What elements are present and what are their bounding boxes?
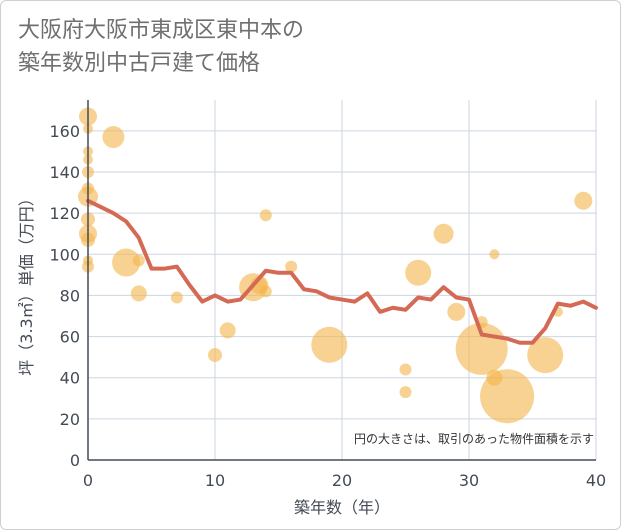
data-bubble: [399, 386, 412, 399]
x-tick-label: 0: [83, 471, 93, 490]
data-bubble: [447, 302, 466, 321]
y-tick-label: 20: [60, 410, 80, 429]
data-bubble: [132, 254, 145, 267]
chart-title-line-2: 築年数別中古戸建て価格: [18, 51, 261, 76]
y-tick-label: 80: [60, 286, 80, 305]
bubble-series: [78, 107, 593, 424]
x-axis-label: 築年数（年）: [294, 498, 390, 517]
y-tick-label: 120: [49, 204, 80, 223]
data-bubble: [480, 369, 535, 424]
data-bubble: [311, 326, 348, 363]
data-bubble: [259, 209, 272, 222]
data-bubble: [102, 126, 125, 149]
y-tick-label: 0: [70, 451, 80, 470]
x-tick-label: 40: [586, 471, 606, 490]
data-bubble: [489, 249, 500, 260]
tick-labels: 0 10 20 30 40 0 20 40 60 80 100 120 140 160: [49, 122, 606, 490]
y-tick-label: 100: [49, 245, 80, 264]
bubble-size-note: 円の大きさは、取引のあった物件面積を示す: [354, 431, 594, 446]
y-tick-label: 40: [60, 369, 80, 388]
x-tick-label: 10: [205, 471, 225, 490]
data-bubble: [170, 291, 183, 304]
x-tick-label: 30: [459, 471, 479, 490]
data-bubble: [405, 259, 432, 286]
average-price-line: [86, 198, 598, 345]
axes: [87, 100, 596, 461]
data-bubble: [285, 260, 298, 273]
y-axis-label: 坪（3.3㎡）単価（万円）: [17, 190, 36, 375]
data-bubble: [130, 285, 147, 302]
chart-title: 大阪府大阪市東成区東中本の 築年数別中古戸建て価格: [18, 14, 304, 80]
y-tick-label: 160: [49, 122, 80, 141]
data-bubble: [527, 337, 564, 374]
y-tick-label: 60: [60, 328, 80, 347]
data-bubble: [219, 322, 236, 339]
x-tick-label: 20: [332, 471, 352, 490]
data-bubble: [259, 285, 272, 298]
average-line-series: [86, 198, 598, 345]
y-tick-label: 140: [49, 163, 80, 182]
data-bubble: [112, 248, 141, 277]
data-bubble: [399, 363, 412, 376]
data-bubble: [433, 223, 454, 244]
chart-title-line-1: 大阪府大阪市東成区東中本の: [18, 18, 305, 43]
data-bubble: [208, 348, 222, 363]
data-bubble: [574, 191, 593, 210]
